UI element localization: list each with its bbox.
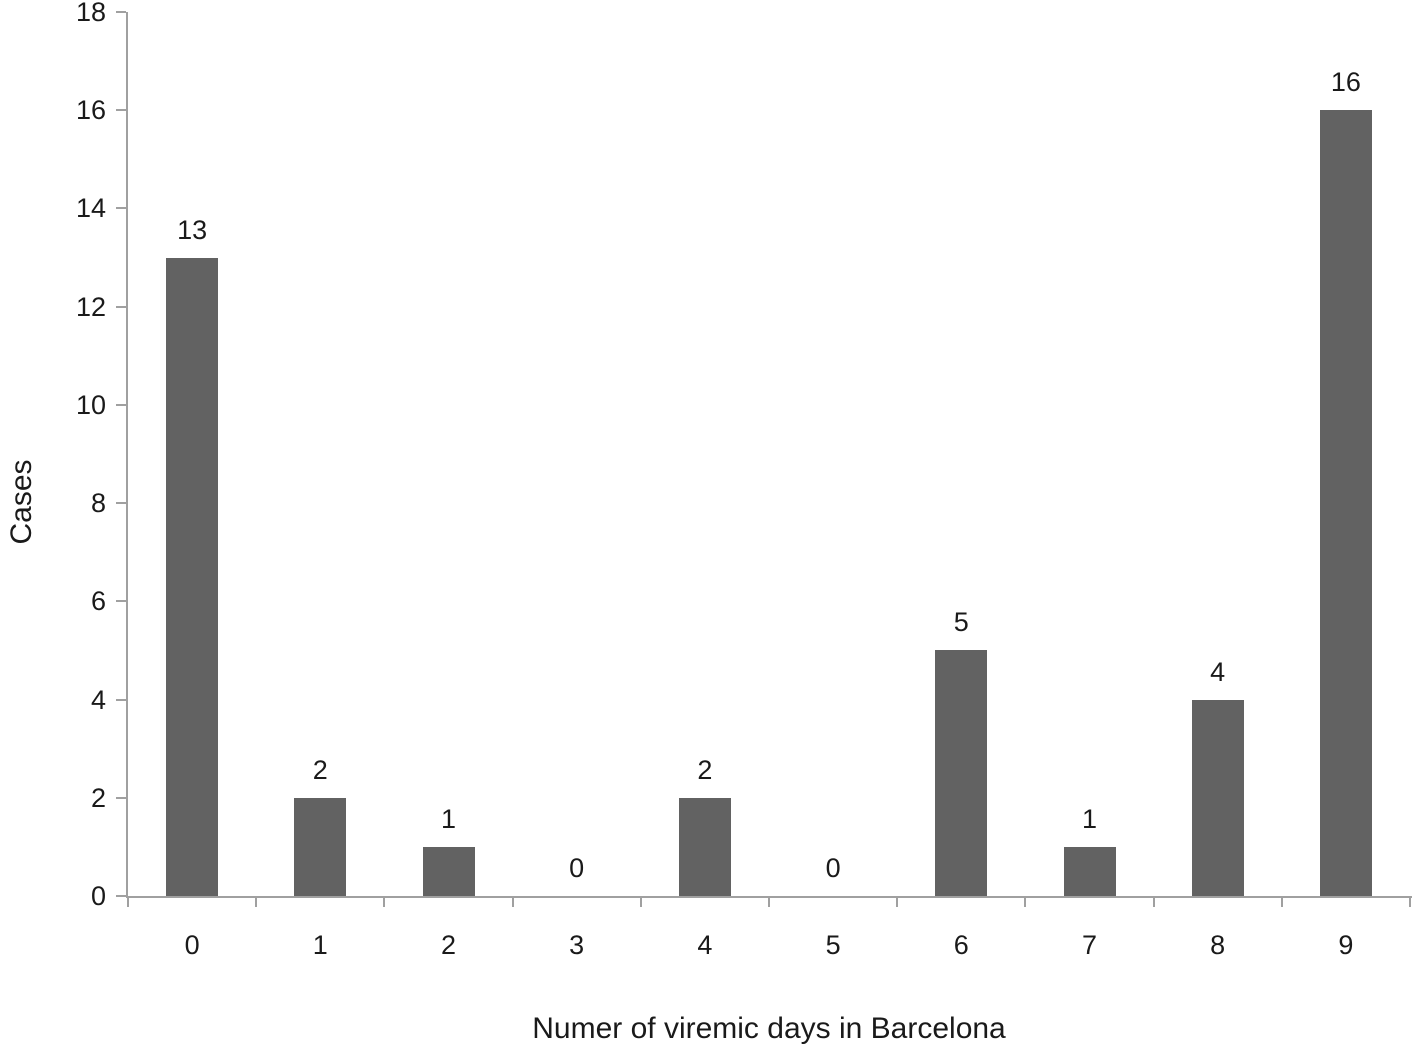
x-axis-line <box>126 896 1412 898</box>
y-tick-mark <box>116 403 126 406</box>
bar <box>1319 110 1372 896</box>
bar-value-label: 2 <box>312 754 328 785</box>
x-tick-mark <box>896 898 899 907</box>
bar-value-label: 1 <box>1081 803 1098 834</box>
x-tick-mark <box>768 898 770 907</box>
x-tick-mark <box>639 898 642 907</box>
y-tick-label: 14 <box>75 193 106 224</box>
x-tick-mark <box>1152 898 1155 907</box>
x-tick-label: 3 <box>569 930 585 960</box>
x-tick-label: 0 <box>184 930 200 960</box>
y-tick-mark <box>116 600 126 603</box>
y-tick-mark <box>116 305 126 308</box>
y-tick-label: 8 <box>90 488 106 519</box>
y-axis-title: Cases <box>5 459 38 545</box>
bar <box>1063 846 1116 896</box>
y-tick-label: 6 <box>90 586 106 617</box>
bar-value-label: 16 <box>1330 67 1361 98</box>
x-tick-mark <box>1280 898 1283 907</box>
y-tick-label: 2 <box>90 782 106 813</box>
bar-value-label: 4 <box>1210 656 1226 687</box>
y-tick-label: 18 <box>75 0 106 27</box>
bar-value-label: 13 <box>177 214 208 245</box>
y-tick-mark <box>116 11 126 13</box>
y-tick-label: 0 <box>90 881 106 911</box>
bar <box>678 797 731 896</box>
bar-value-label: 1 <box>440 803 457 834</box>
x-tick-label: 6 <box>953 930 969 960</box>
bar <box>1191 699 1244 896</box>
bar <box>166 257 219 896</box>
x-tick-label: 4 <box>697 930 713 960</box>
x-tick-mark <box>127 898 129 907</box>
bar-value-label: 0 <box>569 853 585 883</box>
bar-value-label: 5 <box>953 607 969 638</box>
x-tick-mark <box>383 898 386 907</box>
bar-value-label: 0 <box>825 853 841 883</box>
y-tick-label: 16 <box>75 95 106 126</box>
x-tick-label: 7 <box>1081 930 1098 960</box>
y-tick-mark <box>116 502 126 505</box>
x-tick-mark <box>1409 898 1411 907</box>
bar-value-label: 2 <box>697 754 713 785</box>
bar <box>422 846 475 896</box>
y-tick-label: 4 <box>90 684 106 715</box>
x-tick-label: 8 <box>1210 930 1226 960</box>
y-tick-mark <box>116 895 126 897</box>
x-tick-label: 5 <box>825 930 841 960</box>
x-tick-label: 9 <box>1338 930 1354 960</box>
y-tick-mark <box>116 796 126 799</box>
x-axis-title: Numer of viremic days in Barcelona <box>532 1012 1006 1045</box>
bar <box>294 797 347 896</box>
x-tick-label: 2 <box>440 930 457 960</box>
x-tick-mark <box>511 898 514 907</box>
y-tick-mark <box>116 207 126 210</box>
y-tick-mark <box>116 698 126 701</box>
x-tick-mark <box>255 898 258 907</box>
y-tick-mark <box>116 109 126 112</box>
y-tick-label: 10 <box>75 389 106 420</box>
bar <box>935 650 988 896</box>
y-axis-line <box>126 12 128 896</box>
x-tick-label: 1 <box>312 930 328 960</box>
y-tick-label: 12 <box>75 291 106 322</box>
x-tick-mark <box>1024 898 1027 907</box>
